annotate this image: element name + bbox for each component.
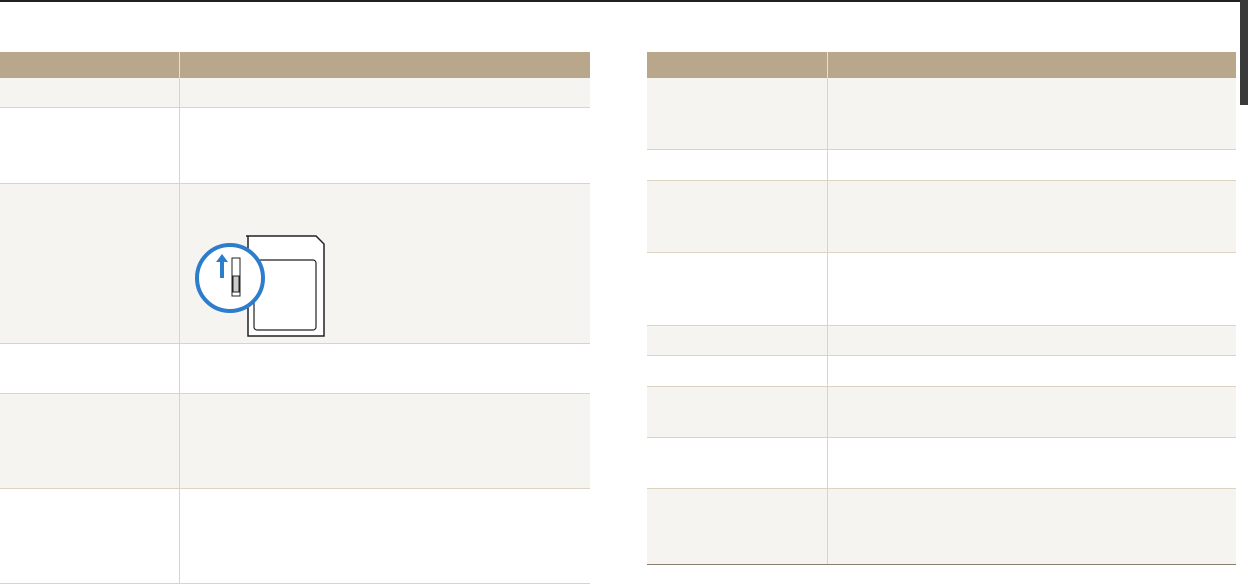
sd-card-illustration (188, 232, 328, 347)
table-row (0, 344, 590, 394)
table-row (647, 78, 1236, 150)
table-row (647, 253, 1236, 326)
row-description-cell (180, 344, 590, 393)
row-description-cell (828, 438, 1236, 488)
row-description-cell (828, 326, 1236, 355)
page-top-rule (0, 0, 1248, 2)
row-label-cell (0, 344, 180, 393)
row-description-cell (180, 489, 590, 583)
table-row (0, 489, 590, 584)
row-description-cell (828, 181, 1236, 252)
table-row (0, 108, 590, 184)
row-description-cell (180, 108, 590, 183)
left-table-header (0, 52, 590, 78)
row-label-cell (647, 181, 828, 252)
table-row (0, 78, 590, 108)
row-label-cell (647, 78, 828, 149)
row-description-cell (180, 184, 590, 343)
row-description-cell (828, 253, 1236, 325)
table-row (647, 438, 1236, 489)
row-label-cell (647, 356, 828, 386)
row-label-cell (0, 184, 180, 343)
row-label-cell (647, 387, 828, 437)
right-table (647, 52, 1236, 565)
right-table-header (647, 52, 1236, 78)
row-description-cell (828, 150, 1236, 180)
row-label-cell (0, 108, 180, 183)
row-label-cell (647, 253, 828, 325)
row-description-cell (828, 356, 1236, 386)
row-label-cell (647, 438, 828, 488)
row-label-cell (647, 150, 828, 180)
table-row (647, 356, 1236, 387)
row-description-cell (828, 387, 1236, 437)
header-cell-1 (647, 52, 828, 78)
table-row (0, 394, 590, 489)
left-table (0, 52, 590, 584)
row-label-cell (0, 394, 180, 488)
sd-card-lock-icon (195, 235, 325, 337)
header-cell-1 (0, 52, 180, 78)
table-row (647, 181, 1236, 253)
row-description-cell (180, 78, 590, 107)
table-row (647, 489, 1236, 565)
side-tab-marker (1240, 0, 1248, 105)
row-description-cell (828, 78, 1236, 149)
row-label-cell (647, 326, 828, 355)
row-description-cell (180, 394, 590, 488)
row-label-cell (647, 489, 828, 564)
table-row (647, 326, 1236, 356)
row-description-cell (828, 489, 1236, 564)
table-row (647, 387, 1236, 438)
header-cell-2 (828, 52, 1236, 78)
header-cell-2 (180, 52, 590, 78)
table-row (0, 184, 590, 344)
row-label-cell (0, 78, 180, 107)
table-row (647, 150, 1236, 181)
row-label-cell (0, 489, 180, 583)
